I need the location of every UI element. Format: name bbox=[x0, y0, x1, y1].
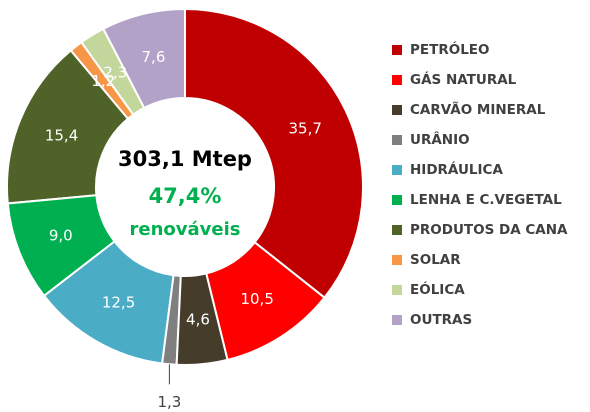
donut-slice bbox=[79, 27, 146, 117]
slice-label: 1,2 bbox=[91, 72, 115, 90]
total-label: 303,1 Mtep bbox=[118, 147, 252, 171]
slice-label: 15,4 bbox=[45, 127, 78, 145]
slice-label: 7,6 bbox=[142, 48, 166, 66]
renewable-label: renováveis bbox=[130, 219, 241, 240]
donut-slice bbox=[205, 240, 326, 362]
slice-label: 4,6 bbox=[186, 310, 210, 328]
donut-slice bbox=[42, 239, 175, 365]
slice-label: 9,0 bbox=[49, 226, 73, 244]
slice-label: 1,3 bbox=[157, 393, 181, 411]
slice-label: 2,3 bbox=[103, 64, 127, 82]
slice-label: 10,5 bbox=[240, 290, 273, 308]
legend-label: HIDRÁULICA bbox=[410, 161, 503, 178]
donut-slice bbox=[6, 194, 116, 298]
legend-label: OUTRAS bbox=[410, 312, 472, 328]
legend-label: GÁS NATURAL bbox=[410, 71, 517, 88]
renewable-share: 47,4% bbox=[149, 184, 222, 208]
slice-label: 12,5 bbox=[102, 293, 135, 311]
legend-swatch bbox=[392, 285, 402, 295]
legend-swatch bbox=[392, 135, 402, 145]
legend-swatch bbox=[392, 315, 402, 325]
legend-swatch bbox=[392, 195, 402, 205]
legend-swatch bbox=[392, 75, 402, 85]
legend-swatch bbox=[392, 255, 402, 265]
legend-label: URÂNIO bbox=[410, 131, 470, 148]
legend-label: LENHA E C.VEGETAL bbox=[410, 192, 562, 208]
legend-label: SOLAR bbox=[410, 252, 461, 268]
legend-swatch bbox=[392, 165, 402, 175]
legend-swatch bbox=[392, 105, 402, 115]
legend-swatch bbox=[392, 225, 402, 235]
slice-label: 35,7 bbox=[288, 119, 321, 137]
donut-slice bbox=[184, 7, 364, 299]
legend-swatch bbox=[392, 45, 402, 55]
legend-label: CARVÃO MINERAL bbox=[410, 101, 546, 118]
legend-label: EÓLICA bbox=[410, 280, 465, 298]
donut-slice bbox=[175, 272, 229, 366]
donut-slice bbox=[6, 49, 130, 205]
legend-label: PRODUTOS DA CANA bbox=[410, 222, 568, 238]
legend-label: PETRÓLEO bbox=[410, 40, 490, 58]
